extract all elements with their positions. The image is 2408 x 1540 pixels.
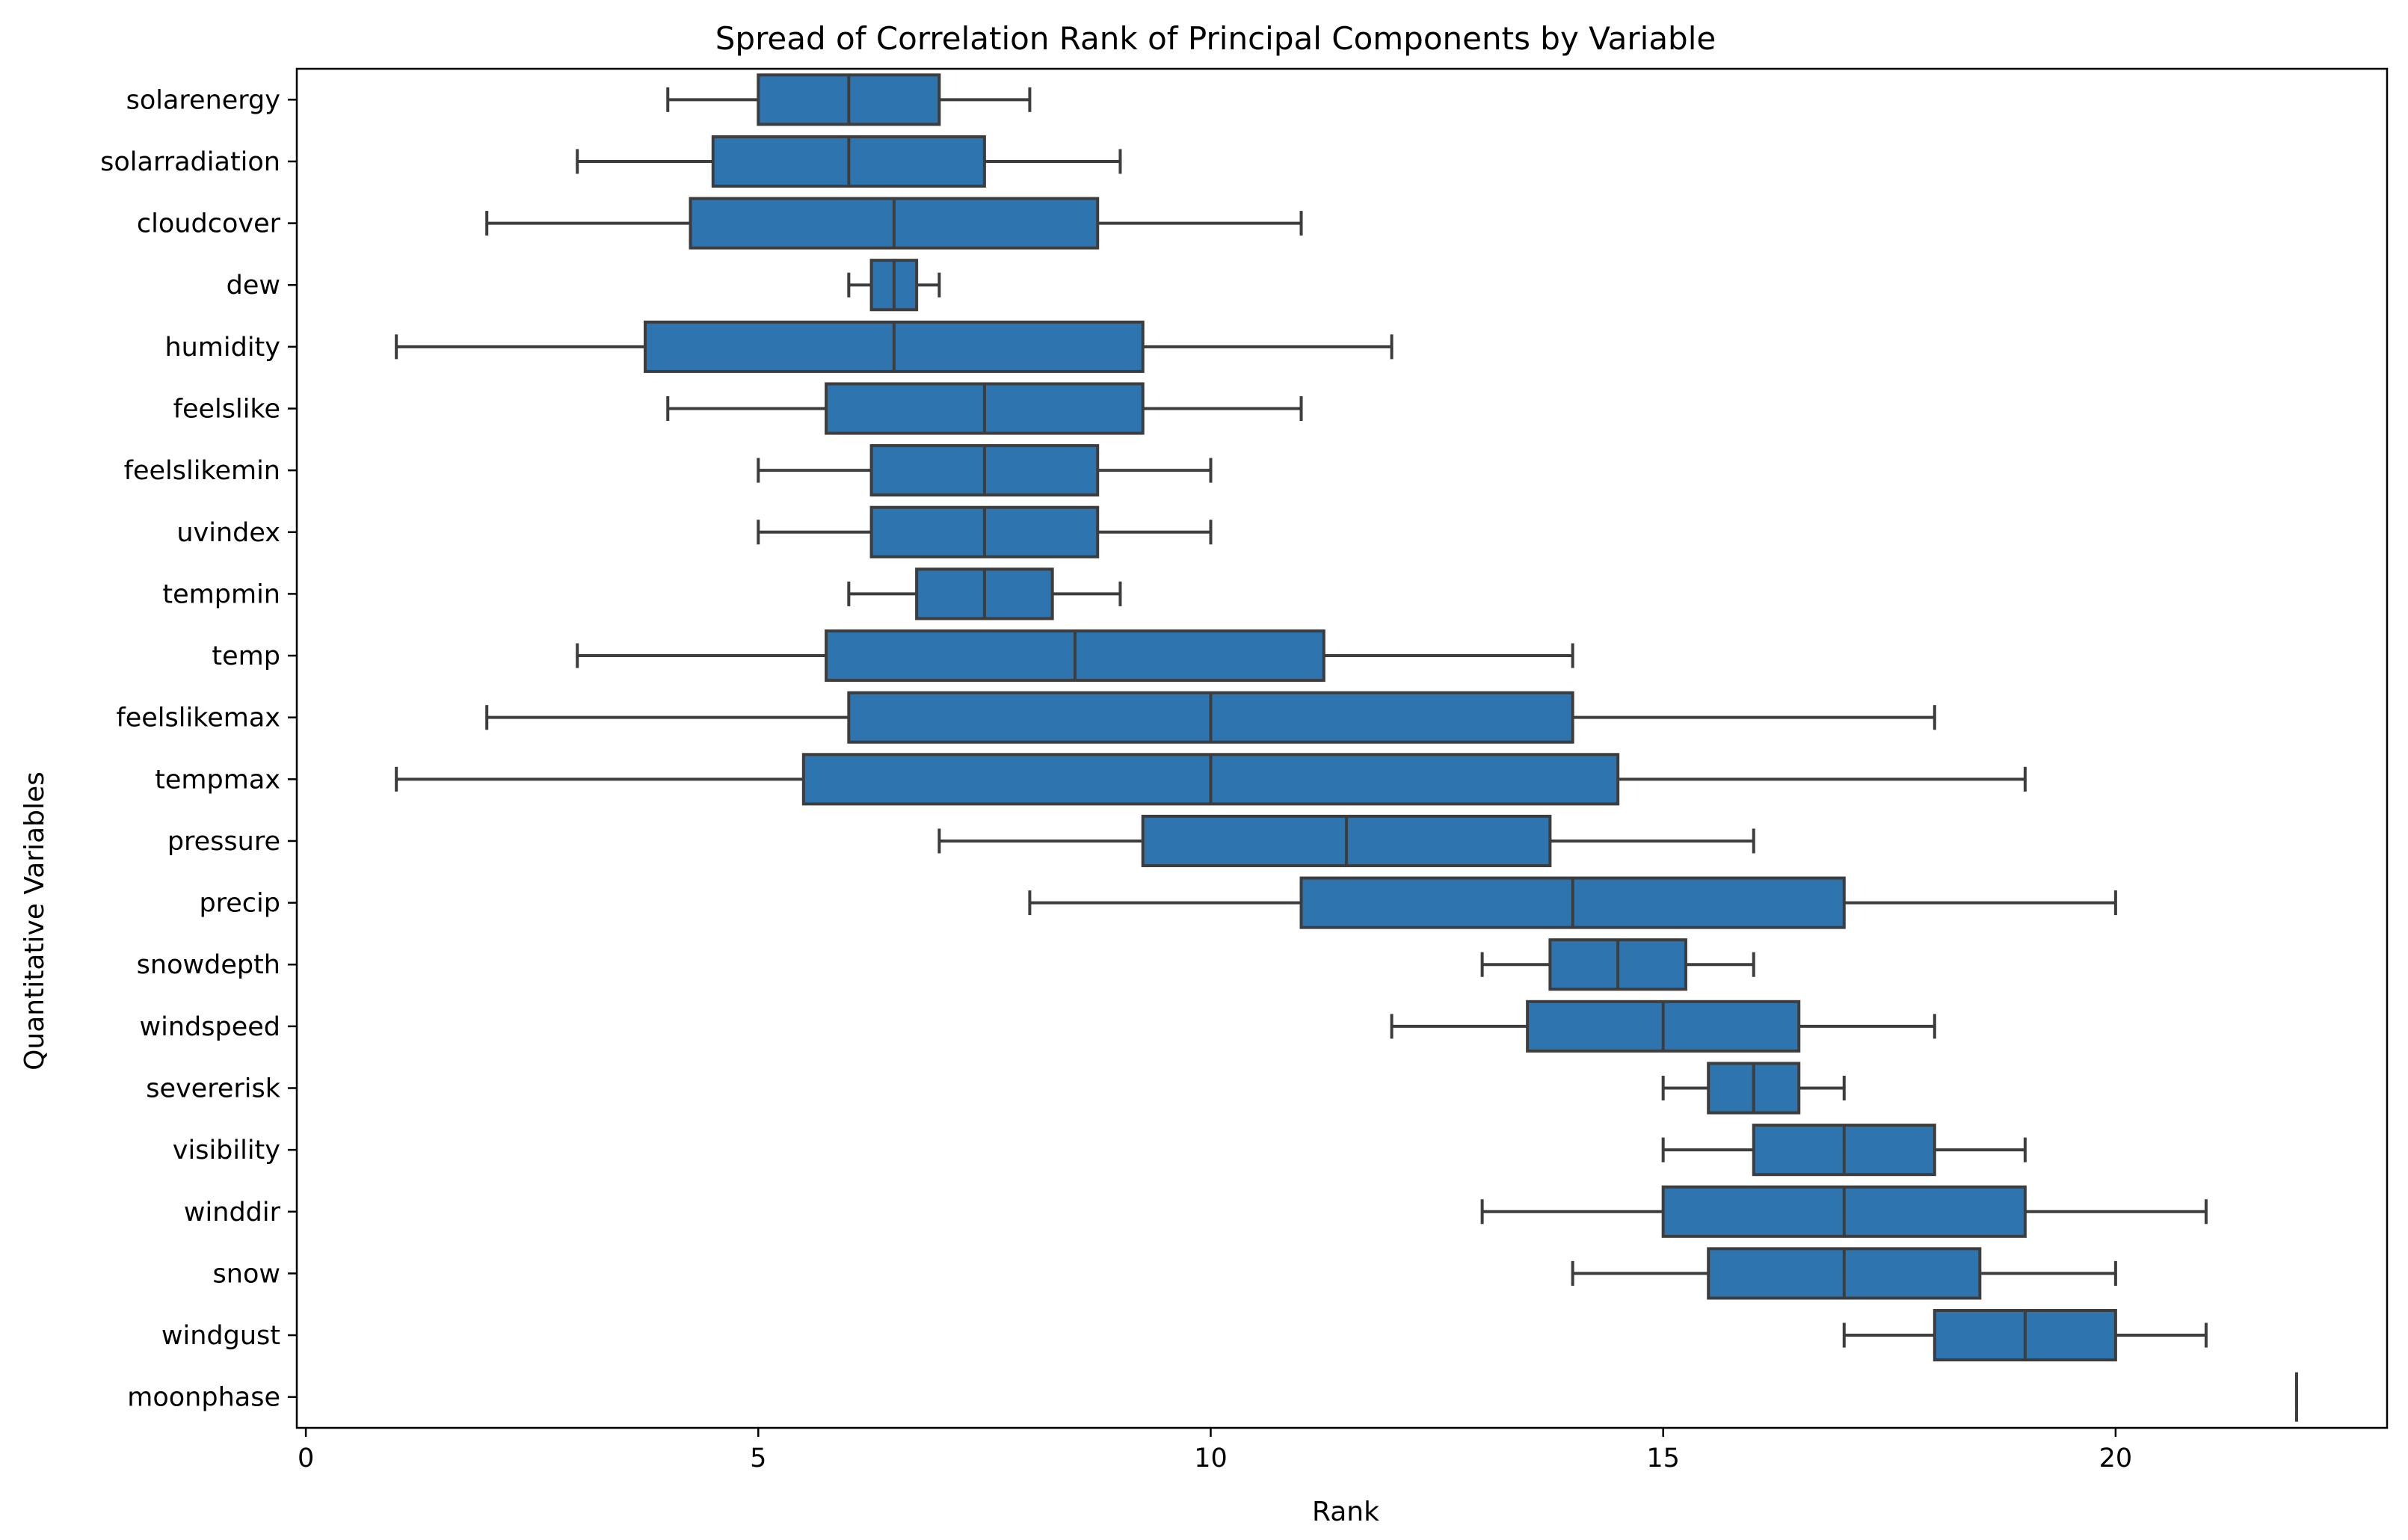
y-tick-label: humidity	[164, 333, 280, 363]
y-tick-label: severerisk	[146, 1074, 281, 1104]
y-tick-label: precip	[199, 889, 280, 919]
y-tick-label: cloudcover	[137, 209, 281, 239]
box-feelslikemin	[757, 444, 1213, 497]
box-feelslike	[666, 382, 1303, 435]
box-pressure	[937, 814, 1755, 868]
y-tick-label: windgust	[161, 1321, 280, 1351]
x-tick-label: 15	[1646, 1444, 1680, 1473]
box-feelslikemax	[485, 691, 1936, 744]
box-humidity	[395, 320, 1394, 373]
y-tick-label: winddir	[184, 1198, 281, 1228]
x-tick-label: 5	[750, 1444, 766, 1473]
y-tick-label: uvindex	[176, 518, 280, 548]
y-tick-label: pressure	[167, 827, 280, 857]
y-tick-label: tempmax	[155, 765, 280, 795]
y-tick-label: solarenergy	[126, 85, 280, 115]
chart-title: Spread of Correlation Rank of Principal …	[715, 20, 1716, 57]
y-tick-label: snow	[213, 1259, 280, 1289]
y-axis: solarenergy solarradiation cloudcover dew hu…	[100, 85, 297, 1413]
box-solarenergy	[666, 73, 1032, 126]
y-tick-label: temp	[212, 641, 280, 671]
x-tick-label: 0	[298, 1444, 314, 1473]
box-winddir	[1480, 1185, 2208, 1238]
y-tick-label: windspeed	[140, 1012, 280, 1042]
box-temp	[576, 629, 1574, 683]
plot-area	[395, 73, 2298, 1422]
box-dew	[847, 259, 941, 312]
y-tick-label: visibility	[173, 1136, 280, 1165]
y-axis-label: Quantitative Variables	[19, 771, 50, 1071]
x-tick-label: 10	[1194, 1444, 1228, 1473]
box-snow	[1571, 1247, 2117, 1300]
y-tick-label: feelslikemin	[124, 456, 280, 486]
y-tick-label: dew	[227, 271, 280, 301]
box-windgust	[1842, 1308, 2208, 1362]
box-snowdepth	[1480, 938, 1755, 991]
x-tick-label: 20	[2099, 1444, 2133, 1473]
axes-frame	[295, 67, 2389, 1429]
y-tick-label: snowdepth	[137, 950, 280, 980]
box-severerisk	[1661, 1062, 1846, 1115]
x-axis: 0 5 10 15 20	[298, 1428, 2132, 1473]
y-tick-label: feelslike	[173, 395, 280, 425]
box-tempmax	[395, 753, 2027, 806]
y-tick-label: solarradiation	[100, 147, 280, 177]
box-tempmin	[847, 567, 1122, 620]
x-axis-label: Rank	[1312, 1497, 1379, 1527]
y-tick-label: moonphase	[127, 1383, 280, 1413]
box-solarradiation	[576, 135, 1122, 188]
box-precip	[1028, 876, 2117, 929]
box-visibility	[1661, 1124, 2027, 1177]
box-cloudcover	[485, 197, 1303, 250]
y-tick-label: tempmin	[162, 579, 280, 609]
box-windspeed	[1390, 1000, 1936, 1053]
box-uvindex	[757, 505, 1213, 558]
y-tick-label: feelslikemax	[116, 703, 280, 733]
